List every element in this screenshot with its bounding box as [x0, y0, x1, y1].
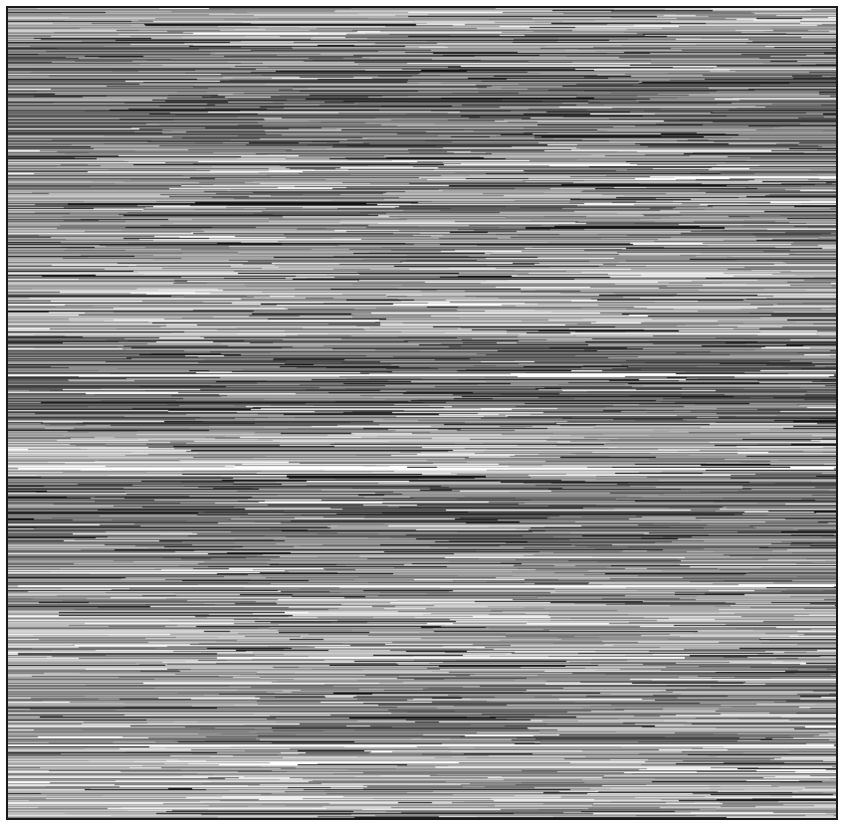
- scanline-noise-image: [8, 8, 836, 818]
- scanline-noise-image-frame: [6, 6, 838, 820]
